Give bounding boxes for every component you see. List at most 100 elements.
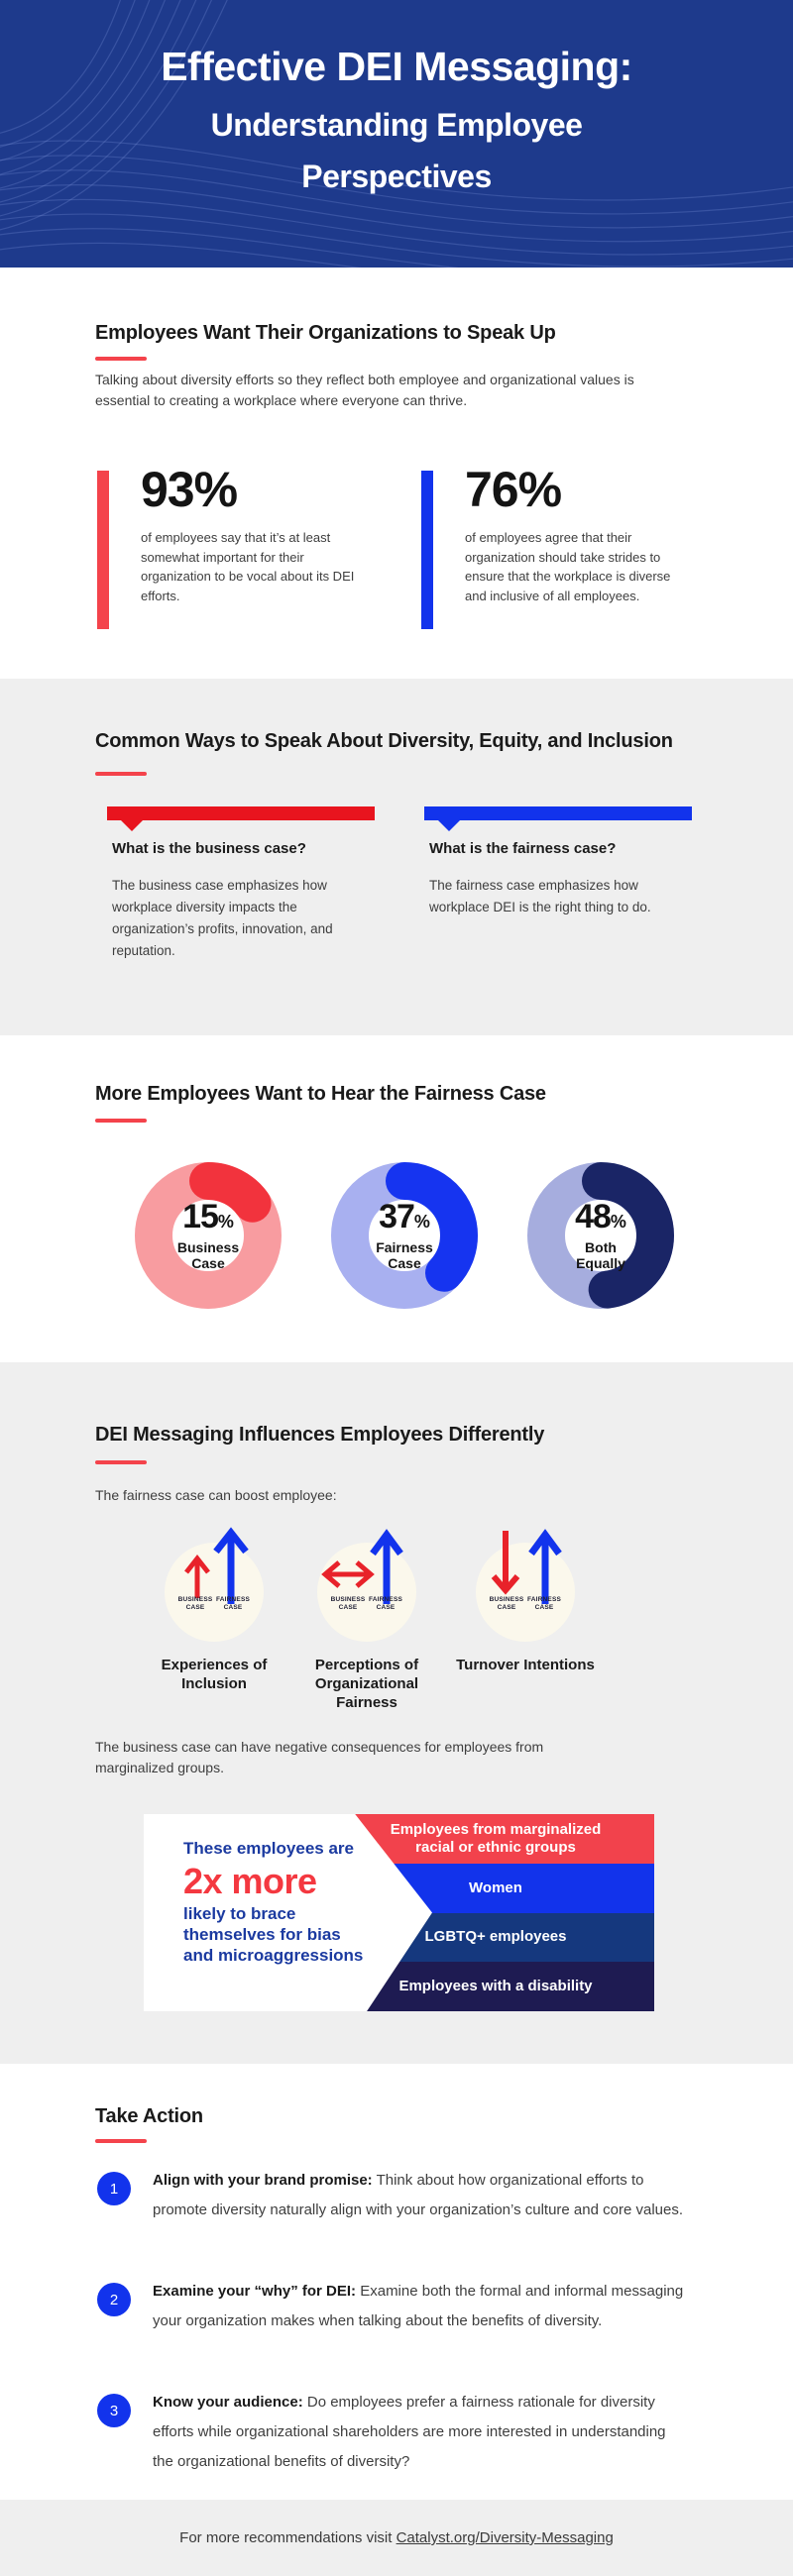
- band-label: Employees from marginalized racial or et…: [390, 1820, 602, 1856]
- step-number-badge: 3: [97, 2394, 131, 2427]
- donut-label: Fairness Case: [376, 1238, 433, 1271]
- negative-intro: The business case can have negative cons…: [95, 1739, 544, 1775]
- section-intro: Talking about diversity efforts so they …: [95, 372, 634, 408]
- callout-lead: These employees are: [183, 1839, 354, 1858]
- action-body: Think about how organizational efforts t…: [153, 2172, 683, 2218]
- section-speak-up: Employees Want Their Organizations to Sp…: [0, 268, 793, 679]
- band-label: Women: [469, 1878, 522, 1896]
- fairness-case-mini-label: FAIRNESS CASE: [215, 1596, 251, 1611]
- section-heading: DEI Messaging Influences Employees Diffe…: [95, 1424, 545, 1446]
- donut-chart-both-equally: 48% Both Equally: [526, 1161, 675, 1310]
- donut-center-label: 37% Fairness Case: [330, 1161, 479, 1310]
- outcome-icon-inclusion: BUSINESS CASE FAIRNESS CASE: [165, 1527, 264, 1642]
- action-text: Align with your brand promise: Think abo…: [153, 2166, 688, 2225]
- stat-accent-bar: [97, 471, 109, 629]
- action-body: Examine both the formal and informal mes…: [153, 2283, 684, 2329]
- percent-sign: %: [217, 1211, 234, 1232]
- stat-value: 93%: [141, 462, 238, 517]
- section-common-ways: Common Ways to Speak About Diversity, Eq…: [0, 679, 793, 1035]
- fairness-case-mini-label: FAIRNESS CASE: [526, 1596, 562, 1611]
- action-item-3: 3 Know your audience: Do employees prefe…: [95, 2388, 690, 2477]
- footer-text: For more recommendations visit Catalyst.…: [179, 2529, 614, 2546]
- donut-value: 48: [575, 1197, 612, 1235]
- callout-rest: likely to brace themselves for bias and …: [183, 1904, 364, 1965]
- fairness-case-column: What is the fairness case? The fairness …: [424, 806, 697, 918]
- section-fairness-chart: More Employees Want to Hear the Fairness…: [0, 1035, 793, 1362]
- callout-text-block: These employees are 2x more likely to br…: [183, 1838, 377, 1966]
- arrows-sideways-up-icon: [321, 1529, 403, 1604]
- footer-link[interactable]: Catalyst.org/Diversity-Messaging: [396, 2529, 614, 2546]
- outcome-label: Perceptions of Organizational Fairness: [314, 1657, 419, 1711]
- donut-ring-icon: [331, 1162, 478, 1309]
- donut-value: 15: [182, 1197, 219, 1235]
- fairness-case-mini-label: FAIRNESS CASE: [368, 1596, 403, 1611]
- donut-label: Both Equally: [576, 1238, 625, 1271]
- section-heading: Common Ways to Speak About Diversity, Eq…: [95, 730, 673, 752]
- section-heading: More Employees Want to Hear the Fairness…: [95, 1083, 546, 1105]
- outcome-label: Experiences of Inclusion: [161, 1657, 268, 1692]
- donut-ring-icon: [527, 1162, 674, 1309]
- heading-underline: [95, 357, 147, 361]
- page-subtitle: Understanding Employee Perspectives: [210, 107, 583, 194]
- outcome-label: Turnover Intentions: [456, 1657, 595, 1673]
- outcome-icon-fairness-perceptions: BUSINESS CASE FAIRNESS CASE: [317, 1529, 416, 1642]
- case-answer: The fairness case emphasizes how workpla…: [429, 878, 651, 914]
- action-text: Examine your “why” for DEI: Examine both…: [153, 2277, 688, 2336]
- section-heading: Employees Want Their Organizations to Sp…: [95, 322, 556, 344]
- heading-underline: [95, 2139, 147, 2143]
- ribbon-notch: [438, 820, 460, 831]
- outcome-icon-turnover: BUSINESS CASE FAIRNESS CASE: [476, 1529, 575, 1642]
- section-take-action: Take Action 1 Align with your brand prom…: [0, 2064, 793, 2500]
- action-lead: Align with your brand promise:: [153, 2172, 373, 2189]
- heading-underline: [95, 772, 147, 776]
- donut-chart-business-case: 15% Business Case: [134, 1161, 283, 1310]
- group-bands-chevron: Employees from marginalized racial or et…: [355, 1814, 654, 2011]
- donut-value: 37: [379, 1197, 415, 1235]
- section-heading: Take Action: [95, 2105, 203, 2127]
- arrows-up-up-icon: [184, 1527, 249, 1604]
- callout-stat: 2x more: [183, 1861, 317, 1901]
- percent-sign: %: [610, 1211, 626, 1232]
- footer: For more recommendations visit Catalyst.…: [0, 2500, 793, 2576]
- business-case-mini-label: BUSINESS CASE: [177, 1596, 213, 1611]
- donut-center-label: 15% Business Case: [134, 1161, 283, 1310]
- action-lead: Examine your “why” for DEI:: [153, 2283, 357, 2300]
- arrows-down-up-icon: [491, 1529, 562, 1604]
- donut-center-label: 48% Both Equally: [526, 1161, 675, 1310]
- marginalized-groups-callout: These employees are 2x more likely to br…: [144, 1814, 654, 2011]
- donut-label: Business Case: [176, 1238, 240, 1271]
- action-body: Do employees prefer a fairness rationale…: [153, 2394, 666, 2470]
- heading-underline: [95, 1119, 147, 1123]
- band-marginalized-racial-ethnic: Employees from marginalized racial or et…: [355, 1814, 654, 1864]
- step-number-badge: 2: [97, 2283, 131, 2316]
- stat-accent-bar: [421, 471, 433, 629]
- case-question: What is the fairness case?: [429, 840, 617, 857]
- header-titles: Effective DEI Messaging: Understanding E…: [0, 0, 793, 202]
- section-influence: DEI Messaging Influences Employees Diffe…: [0, 1362, 793, 2064]
- action-lead: Know your audience:: [153, 2394, 303, 2411]
- business-case-mini-label: BUSINESS CASE: [330, 1596, 366, 1611]
- action-text: Know your audience: Do employees prefer …: [153, 2388, 688, 2477]
- band-disability: Employees with a disability: [355, 1962, 654, 2011]
- stat-value: 76%: [465, 462, 562, 517]
- case-question: What is the business case?: [112, 840, 306, 857]
- boost-intro: The fairness case can boost employee:: [95, 1487, 337, 1503]
- percent-sign: %: [413, 1211, 430, 1232]
- action-item-2: 2 Examine your “why” for DEI: Examine bo…: [95, 2277, 690, 2336]
- donut-chart-fairness-case: 37% Fairness Case: [330, 1161, 479, 1310]
- band-label: Employees with a disability: [398, 1978, 593, 1995]
- case-answer: The business case emphasizes how workpla…: [112, 878, 333, 958]
- step-number-badge: 1: [97, 2172, 131, 2205]
- ribbon-bar-red: [107, 806, 375, 831]
- stat-description: of employees say that it’s at least some…: [141, 530, 355, 603]
- donut-ring-icon: [135, 1162, 282, 1309]
- business-case-column: What is the business case? The business …: [107, 806, 380, 962]
- band-label: LGBTQ+ employees: [424, 1928, 567, 1946]
- page-title: Effective DEI Messaging:: [161, 44, 632, 89]
- stat-description: of employees agree that their organizati…: [465, 530, 671, 603]
- ribbon-bar-blue: [424, 806, 692, 831]
- wave-pattern-decoration: [0, 0, 793, 268]
- header-banner: Effective DEI Messaging: Understanding E…: [0, 0, 793, 268]
- footer-prefix: For more recommendations visit: [179, 2529, 396, 2546]
